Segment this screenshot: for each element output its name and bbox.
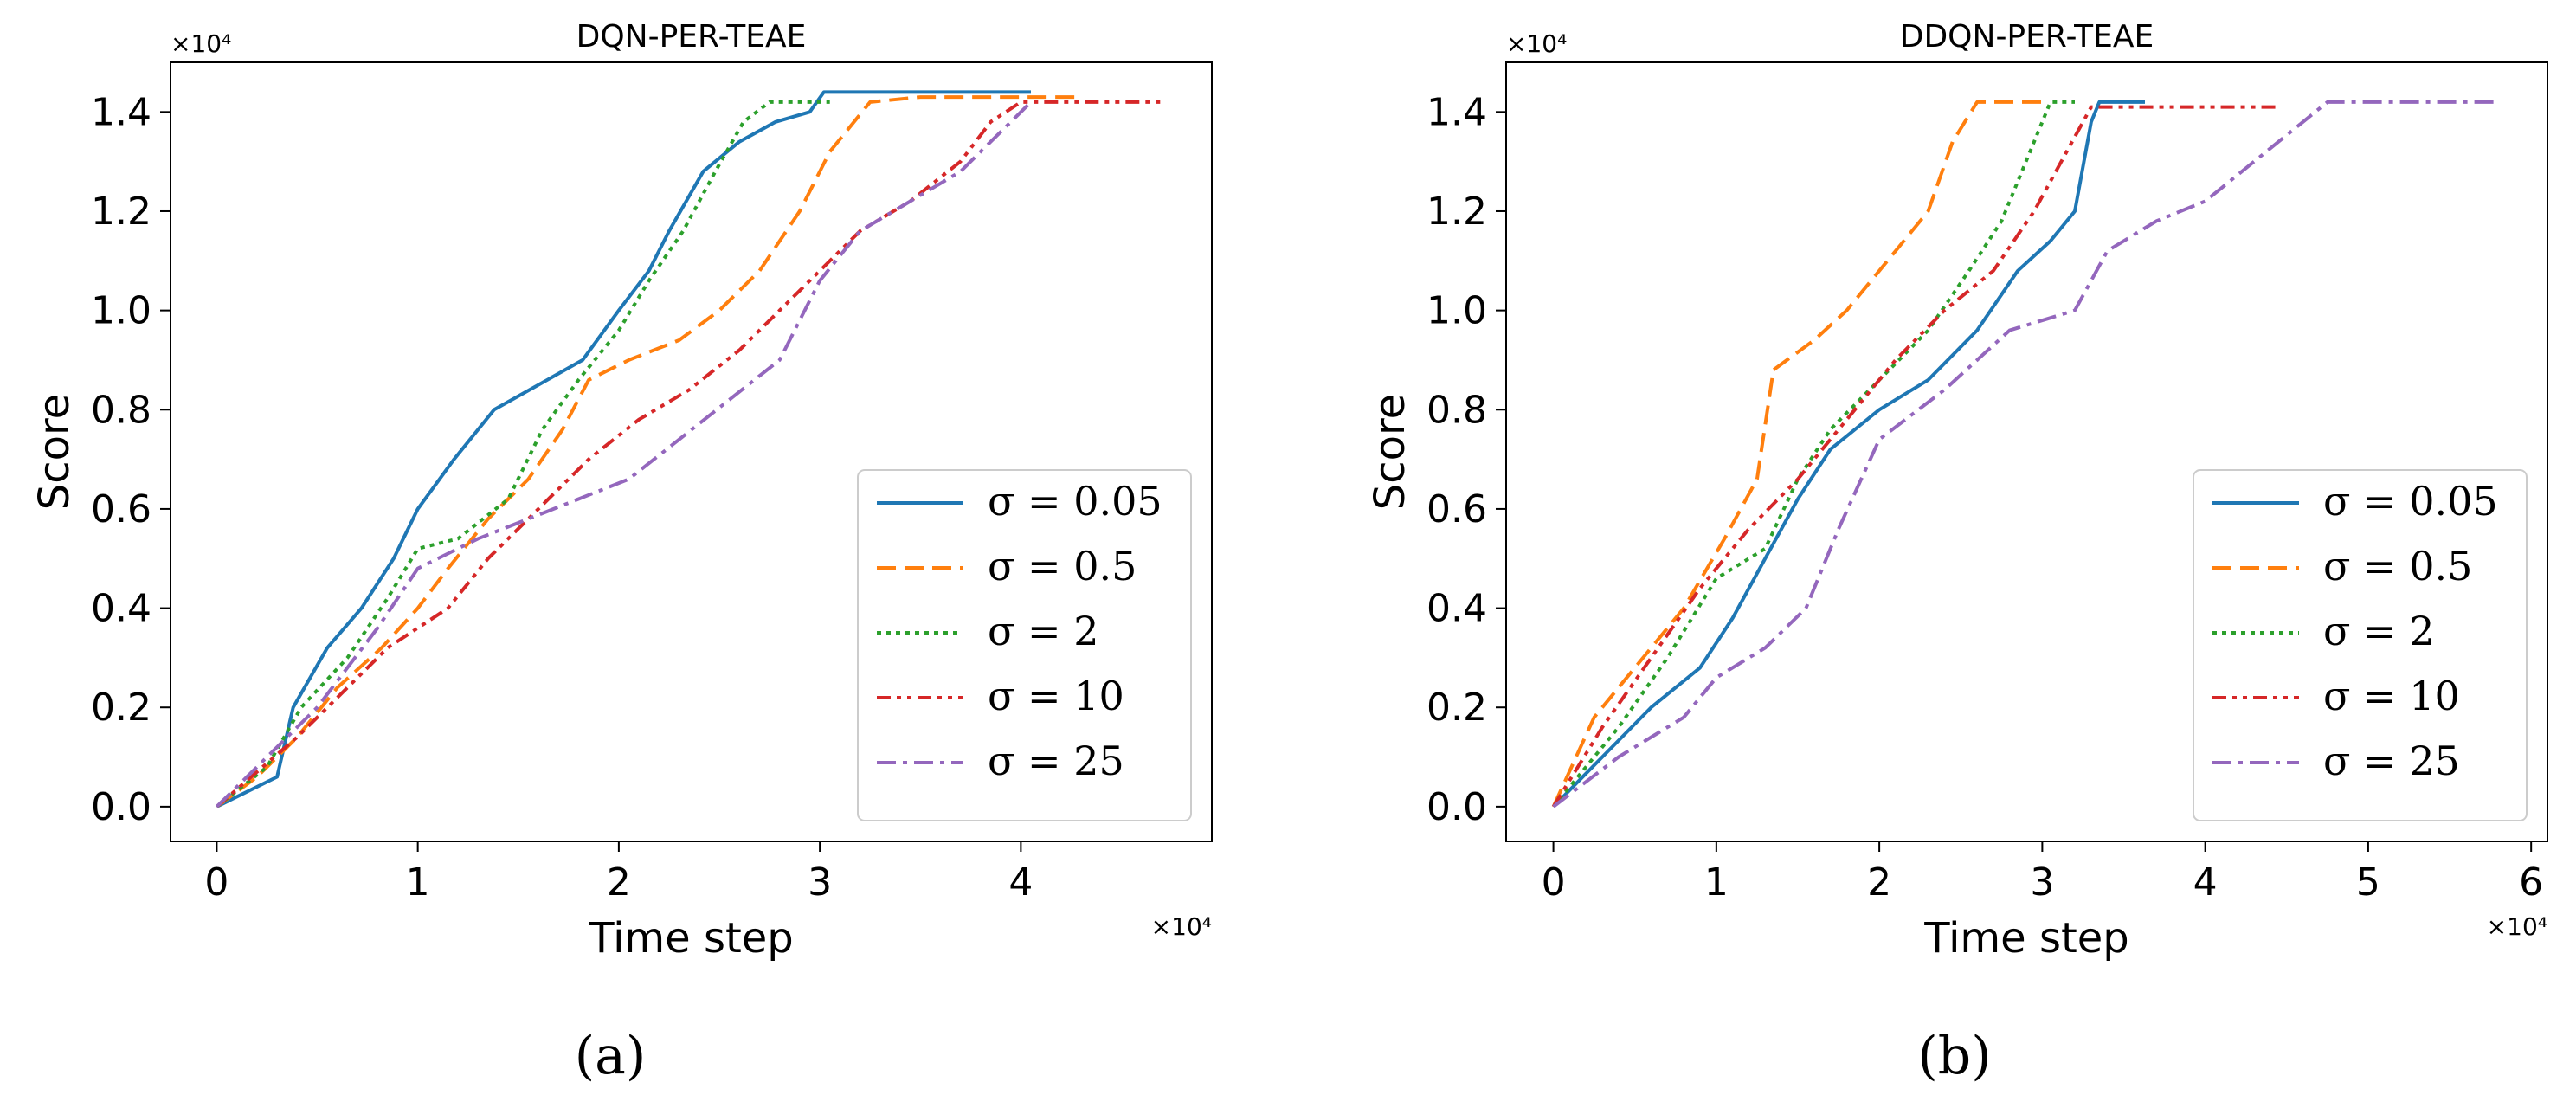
y-tick-label: 1.0: [91, 289, 151, 333]
legend-label: σ = 0.5: [2323, 543, 2472, 589]
series-line-4: [1552, 100, 2499, 808]
x-tick-label: 6: [2519, 860, 2543, 905]
plot-frame: [1505, 61, 2548, 842]
legend-box: [857, 469, 1192, 821]
y-tick-label: 0.4: [1426, 587, 1487, 631]
x-tick-label: 3: [2030, 860, 2054, 905]
x-tick-label: 3: [808, 860, 832, 905]
legend-box: [2193, 469, 2528, 821]
x-tick-label: 4: [1008, 860, 1033, 905]
y-tick-label: 0.2: [91, 686, 151, 730]
y-tick-label: 0.6: [91, 487, 151, 531]
y-tick-label: 0.8: [91, 388, 151, 432]
y-tick-label: 1.4: [1426, 90, 1487, 134]
plot-frame: [170, 61, 1213, 842]
x-tick-label: 2: [607, 860, 631, 905]
legend-label: σ = 10: [988, 673, 1124, 719]
legend-label: σ = 0.05: [2323, 478, 2498, 525]
legend-label: σ = 10: [2323, 673, 2460, 719]
series-line-4: [215, 100, 1033, 808]
y-tick-label: 0.4: [91, 587, 151, 631]
x-tick-label: 5: [2356, 860, 2380, 905]
chart-panel-a: 0 1 2 3 4 0.0 0.2 0.4 0.6 0.8 1.0 1.2 1.4 DQN-PER-TEA…: [30, 19, 1213, 1086]
series-line-2: [1552, 100, 2075, 808]
y-axis-label: Score: [1366, 394, 1414, 510]
series-line-1: [216, 95, 1081, 808]
series-line-3: [216, 100, 1162, 808]
y-tick-label: 1.2: [91, 190, 151, 234]
y-tick-label: 0.0: [91, 785, 151, 829]
x-tick-label: 1: [1704, 860, 1729, 905]
panel-caption: (a): [575, 1026, 647, 1086]
y-axis-multiplier: ×10⁴: [171, 29, 231, 58]
y-tick-label: 1.0: [1426, 289, 1487, 333]
legend-label: σ = 2: [988, 608, 1098, 654]
y-tick-label: 0.0: [1426, 785, 1487, 829]
x-tick-label: 0: [1542, 860, 1566, 905]
y-axis-label: Score: [30, 394, 79, 510]
legend-label: σ = 25: [2323, 738, 2460, 784]
legend-label: σ = 2: [2323, 608, 2434, 654]
series-line-1: [1551, 100, 2043, 808]
x-tick-label: 0: [204, 860, 229, 905]
y-tick-label: 0.8: [1426, 388, 1487, 432]
x-axis-label: Time step: [1923, 914, 2129, 963]
x-axis-multiplier: ×10⁴: [1151, 912, 1212, 941]
legend-label: σ = 0.05: [988, 478, 1162, 525]
chart-title: DQN-PER-TEAE: [576, 19, 807, 55]
panel-caption: (b): [1917, 1026, 1991, 1086]
chart-panel-b: 0 1 2 3 4 5 6 0.0 0.2 0.4 0.6 0.8 1.0 1.2 1.4 DDQN-PER-…: [1366, 19, 2548, 1086]
series-line-0: [1552, 100, 2145, 808]
series-line-3: [1551, 105, 2279, 808]
x-tick-label: 4: [2193, 860, 2218, 905]
legend-label: σ = 25: [988, 738, 1124, 784]
y-tick-label: 0.2: [1426, 686, 1487, 730]
x-axis-multiplier: ×10⁴: [2487, 912, 2547, 941]
y-tick-label: 0.6: [1426, 487, 1487, 531]
x-tick-label: 1: [406, 860, 430, 905]
x-tick-label: 2: [1867, 860, 1891, 905]
series-line-2: [216, 100, 830, 808]
y-axis-multiplier: ×10⁴: [1506, 29, 1567, 58]
legend-label: σ = 0.5: [988, 543, 1137, 589]
y-tick-label: 1.4: [91, 90, 151, 134]
y-tick-label: 1.2: [1426, 190, 1487, 234]
chart-title: DDQN-PER-TEAE: [1900, 19, 2154, 55]
x-axis-label: Time step: [588, 914, 794, 963]
series-line-0: [216, 90, 1031, 808]
